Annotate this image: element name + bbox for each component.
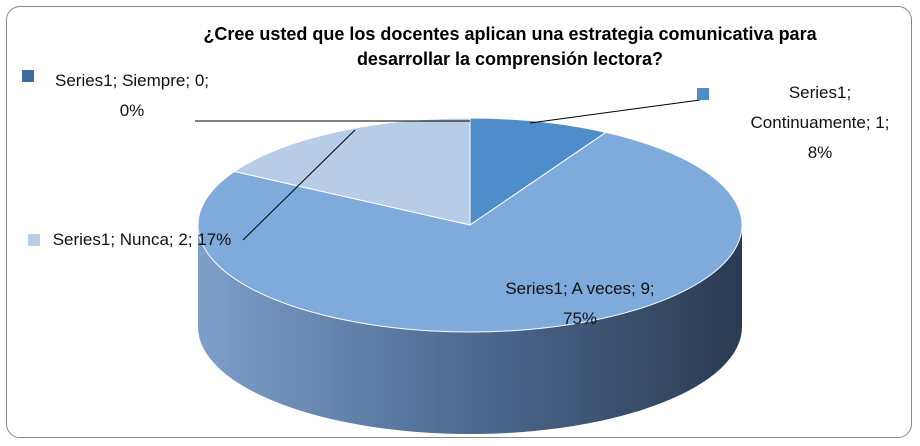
data-label: Series1; Nunca; 2; 17% (52, 230, 232, 249)
data-label: Series1; Continuamente; 1; 8% (750, 83, 890, 162)
leader-line (529, 99, 701, 124)
pie-slice (197, 131, 743, 333)
data-label: Series1; A veces; 9; 75% (505, 279, 655, 328)
legend-key (697, 88, 709, 100)
pie-slice (233, 117, 471, 226)
chart-title: ¿Cree usted que los docentes aplican una… (203, 24, 817, 69)
chart-frame (6, 6, 912, 438)
data-label: Series1; Siempre; 0; 0% (54, 71, 209, 120)
legend-key (22, 70, 34, 82)
legend-key (28, 234, 40, 246)
leader-line (242, 129, 356, 241)
pie-side (198, 225, 742, 434)
